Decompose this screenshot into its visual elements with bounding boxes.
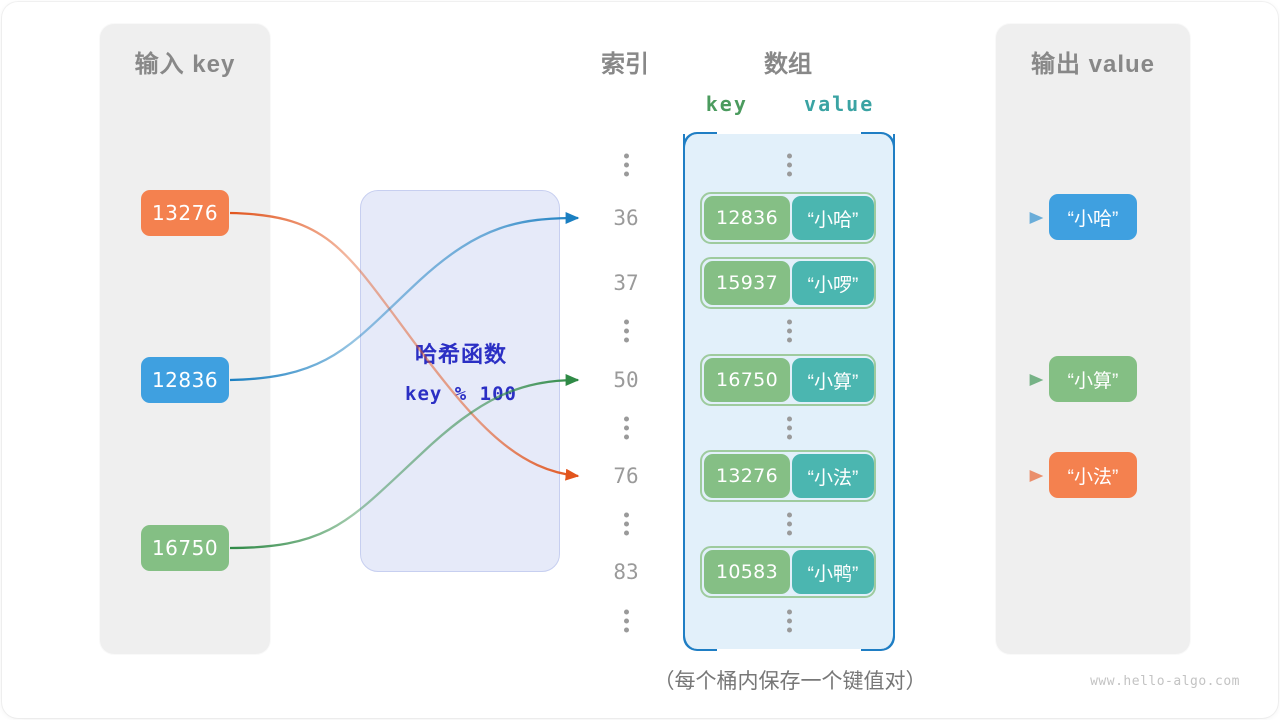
vertical-ellipsis-icon [600,609,652,633]
bucket-key: 16750 [704,358,790,402]
output-value-pill[interactable]: “小算” [1049,356,1137,402]
input-panel-title: 输入 key [134,51,236,78]
index-label: 50 [613,368,639,392]
vertical-ellipsis-icon [683,416,895,440]
index-label: 83 [613,560,639,584]
bucket-key: 10583 [704,550,790,594]
output-value-pill[interactable]: “小法” [1049,452,1137,498]
vertical-ellipsis-icon [600,512,652,536]
bucket-key: 15937 [704,261,790,305]
vertical-ellipsis-icon [683,319,895,343]
vertical-ellipsis-icon [683,153,895,177]
bucket-value: “小哈” [792,196,874,240]
index-column-heading: 索引 [601,51,649,78]
input-key-pill[interactable]: 12836 [141,357,229,403]
key-heading-text: key [705,92,748,116]
index-column: 36 37 50 76 83 [600,130,652,650]
bucket[interactable]: 16750 “小算” [700,354,876,406]
output-value-panel: 输出 value [996,24,1190,654]
bucket-key: 13276 [704,454,790,498]
vertical-ellipsis-icon [600,416,652,440]
hash-function-label: 哈希函数 [414,342,507,367]
watermark: www.hello-algo.com [1090,674,1240,689]
input-key-pill[interactable]: 16750 [141,525,229,571]
diagram-caption: （每个桶内保存一个键值对） [653,670,927,693]
array-column-heading: 数组 [764,51,812,78]
array-corner-bottom-left [682,625,717,652]
vertical-ellipsis-icon [683,512,895,536]
bucket-value: “小啰” [792,261,874,305]
vertical-ellipsis-icon [683,609,895,633]
bucket-value: “小算” [792,358,874,402]
value-heading-text: value [804,92,875,116]
array-corner-bottom-right [861,625,896,652]
bucket-key: 12836 [704,196,790,240]
output-value-pill[interactable]: “小哈” [1049,194,1137,240]
index-label: 37 [613,271,639,295]
hash-function-expression: key % 100 [405,383,517,405]
hash-function-box: 哈希函数 key % 100 [360,190,560,572]
bucket[interactable]: 12836 “小哈” [700,192,876,244]
bucket-value: “小法” [792,454,874,498]
vertical-ellipsis-icon [600,153,652,177]
key-value-heading: key value [690,92,890,116]
vertical-ellipsis-icon [600,319,652,343]
bucket[interactable]: 15937 “小啰” [700,257,876,309]
input-key-pill[interactable]: 13276 [141,190,229,236]
bucket-value: “小鸭” [792,550,874,594]
index-label: 76 [613,464,639,488]
output-panel-title: 输出 value [1030,51,1156,78]
index-label: 36 [613,206,639,230]
bucket[interactable]: 10583 “小鸭” [700,546,876,598]
bucket[interactable]: 13276 “小法” [700,450,876,502]
